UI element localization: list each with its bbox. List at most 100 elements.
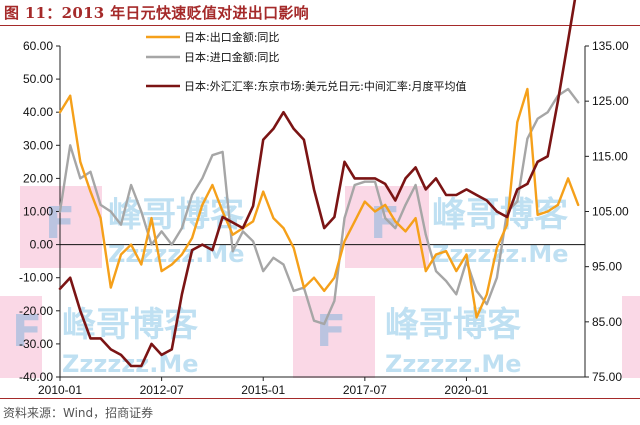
series-3-point [231,221,234,224]
series-2-point [140,210,143,213]
series-1-point [79,160,82,163]
series-line-3 [58,0,577,368]
series-1-point [99,217,102,220]
y-right-tick-label: 85.00 [592,315,622,329]
series-1-point [262,190,265,193]
series-3-point [79,309,82,312]
series-2-point [99,204,102,206]
series-lines [58,0,580,368]
series-3-point [363,177,366,180]
series-1-point [231,233,234,236]
series-1-point [191,237,194,239]
series-1-point [170,263,173,266]
series-3-point [303,138,305,141]
x-tick-label: 2020-01 [444,383,488,397]
series-2-point [404,204,407,206]
series-2-point [191,194,194,196]
series-1-point [272,217,275,220]
series-1-point [455,270,458,272]
series-2-point [292,290,295,292]
series-2-point [59,210,61,213]
series-3-point [292,127,295,130]
series-2-point [526,137,529,140]
series-3-point [323,227,326,230]
series-1-point [485,293,488,296]
series-1-point [323,290,326,292]
series-2-point [231,250,234,253]
series-1-point [465,253,468,256]
series-2-point [323,323,326,325]
series-1-point [333,276,336,279]
series-1-point [89,190,92,193]
y-left-tick-label: 20.00 [23,171,53,185]
y-left-tick-label: -40.00 [19,370,53,384]
series-3-point [414,166,417,169]
series-3-point [252,205,255,207]
series-2-point [384,217,387,220]
legend-label-1: 日本:出口金额:同比 [184,30,279,44]
series-3-point [506,216,508,218]
series-1-point [181,253,183,256]
series-3-point [353,177,356,180]
series-2-point [262,270,265,272]
series-line-1 [58,87,580,319]
series-3-point [536,160,539,163]
series-1-point [140,263,143,266]
series-3-point [181,293,183,296]
series-3-point [262,138,265,141]
series-1-point [526,88,529,90]
source-note: 资料来源：Wind，招商证券 [3,406,154,420]
watermark-logo-letter: F [12,306,42,357]
series-3-point [211,249,214,252]
y-right-tick-label: 125.00 [592,94,629,108]
series-1-point [404,230,407,233]
y-left-tick-label: 30.00 [23,138,53,152]
series-2-point [69,144,72,147]
series-1-point [252,220,255,223]
series-1-point [150,217,153,220]
series-1-point [292,247,295,249]
series-2-point [252,240,255,243]
series-1-point [343,240,346,243]
watermark-pink-block [345,186,429,268]
series-3-point [333,216,336,218]
series-3-point [455,194,458,196]
series-1-point [414,217,417,220]
series-1-point [120,253,122,256]
series-3-point [170,348,173,351]
series-1-point [475,316,478,319]
series-2-point [435,270,437,272]
y-left-tick-label: 40.00 [23,105,53,119]
series-1-point [506,223,508,226]
series-3-point [313,188,315,191]
y-left-tick-label: -20.00 [19,304,53,318]
series-2-point [333,300,336,302]
series-2-point [170,243,173,246]
series-1-point [445,250,447,253]
series-2-point [353,184,356,186]
series-1-point [130,243,133,246]
y-right-tick-label: 105.00 [592,205,629,219]
legend: 日本:出口金额:同比日本:进口金额:同比日本:外汇汇率:东京市场:美元兑日元:中… [146,30,467,93]
title-rule [0,25,640,26]
series-1-point [424,270,427,272]
source-rule [0,398,640,399]
series-3-point [89,337,92,340]
series-3-point [150,343,153,345]
series-1-point [353,220,356,223]
y-right-tick-label: 75.00 [592,370,622,384]
watermark-pink-block [622,296,640,378]
series-3-point [445,194,447,196]
series-3-point [272,127,275,130]
watermark-brand-text: 峰哥博客 [385,305,521,345]
series-3-point [130,365,133,367]
series-2-point [272,256,275,259]
y-left-tick-label: -30.00 [19,337,53,351]
series-2-point [475,290,478,292]
series-line-2 [58,87,580,326]
watermark-url-text: Zzzzzz.Me [385,350,522,378]
series-2-point [424,233,427,236]
series-3-point [69,276,72,279]
series-3-point [221,216,224,218]
series-1-point [221,210,224,213]
